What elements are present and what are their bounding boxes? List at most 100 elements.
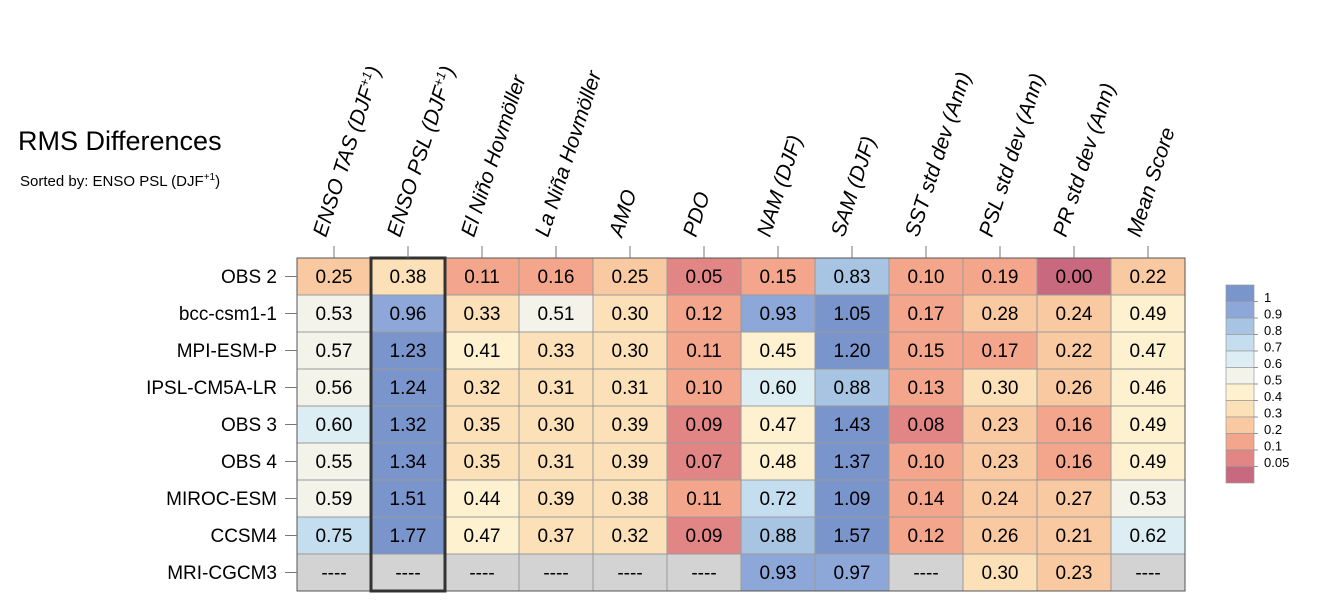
heatmap-cell xyxy=(740,368,816,407)
column-label: SAM (DJF) xyxy=(827,134,881,240)
cell-value: 0.97 xyxy=(834,563,871,584)
heatmap-cell xyxy=(296,294,372,333)
cell-value: 0.39 xyxy=(612,452,649,473)
heatmap-cell xyxy=(592,294,668,333)
cell-value: 0.49 xyxy=(1130,304,1167,325)
row-label: OBS 4 xyxy=(221,452,277,473)
cell-value: ---- xyxy=(913,563,938,584)
heatmap-cell xyxy=(1110,405,1186,444)
heatmap-cell xyxy=(592,368,668,407)
heatmap-cell xyxy=(1110,553,1186,592)
heatmap-cell xyxy=(962,553,1038,592)
cell-value: 0.93 xyxy=(760,304,797,325)
colorbar-label: 0.3 xyxy=(1264,406,1282,421)
heatmap-cell xyxy=(370,294,446,333)
cell-value: 1.32 xyxy=(390,415,427,436)
heatmap-cell xyxy=(666,516,742,555)
cell-value: 0.35 xyxy=(464,452,501,473)
column-label: PSL std dev (Ann) xyxy=(975,71,1049,240)
row-labels: OBS 2 bcc-csm1-1 MPI-ESM-P IPSL-CM5A-LR OBS … xyxy=(146,267,297,584)
heatmap-cell xyxy=(592,442,668,481)
heatmap-cell xyxy=(1110,516,1186,555)
cell-value: 0.15 xyxy=(908,341,945,362)
heatmap-cell xyxy=(1036,479,1112,518)
cell-value: 0.25 xyxy=(612,267,649,288)
cell-value: ---- xyxy=(1135,563,1160,584)
row-label: bcc-csm1-1 xyxy=(179,304,277,325)
column-label-text: SST std dev (Ann) xyxy=(901,69,976,239)
column-label-text: El Niño Hovmöller xyxy=(457,72,531,240)
heatmap-cell xyxy=(370,479,446,518)
cell-value: 1.20 xyxy=(834,341,871,362)
column-label-text: La Niña Hovmöller xyxy=(531,67,607,239)
colorbar-label: 0.1 xyxy=(1264,439,1282,454)
colorbar-label: 1 xyxy=(1264,290,1271,305)
cell-value: 0.11 xyxy=(686,489,722,510)
cell-value: 0.17 xyxy=(982,341,1019,362)
cell-value: 0.49 xyxy=(1130,452,1167,473)
cell-value: 0.24 xyxy=(982,489,1019,510)
cell-value: 0.31 xyxy=(612,378,649,399)
chart-subtitle: Sorted by: ENSO PSL (DJF+1) xyxy=(20,172,220,190)
heatmap-cell xyxy=(592,257,668,296)
heatmap-cell xyxy=(740,479,816,518)
cell-value: 0.05 xyxy=(686,267,723,288)
cell-value: 0.30 xyxy=(612,341,649,362)
cell-value: 0.37 xyxy=(538,526,575,547)
cell-value: 1.57 xyxy=(834,526,871,547)
heatmap-cell xyxy=(1036,442,1112,481)
heatmap-cell xyxy=(592,553,668,592)
cell-value: 1.24 xyxy=(390,378,427,399)
cell-value: 0.83 xyxy=(834,267,871,288)
cell-value: 0.53 xyxy=(1130,489,1167,510)
heatmap-cell xyxy=(518,294,594,333)
heatmap-cell xyxy=(1036,368,1112,407)
cell-value: ---- xyxy=(469,563,494,584)
colorbar-swatch xyxy=(1225,334,1255,352)
cell-value: 0.16 xyxy=(1056,415,1093,436)
cell-value: 1.51 xyxy=(390,489,427,510)
cell-value: 0.14 xyxy=(908,489,945,510)
cell-value: 0.30 xyxy=(982,563,1019,584)
heatmap-cell xyxy=(1036,294,1112,333)
heatmap-cell xyxy=(666,442,742,481)
heatmap-cell xyxy=(1036,405,1112,444)
subtitle-suffix: ) xyxy=(215,173,221,190)
colorbar-label: 0.7 xyxy=(1264,340,1282,355)
cell-value: 0.19 xyxy=(982,267,1019,288)
row-label: CCSM4 xyxy=(210,526,277,547)
cell-value: 0.10 xyxy=(908,267,945,288)
cell-value: 0.49 xyxy=(1130,415,1167,436)
row-label: MRI-CGCM3 xyxy=(167,563,277,584)
heatmap-cell xyxy=(1036,553,1112,592)
row-label: OBS 3 xyxy=(221,415,277,436)
colorbar-label: 0.2 xyxy=(1264,422,1282,437)
heatmap-cell xyxy=(296,516,372,555)
cell-value: 0.22 xyxy=(1056,341,1093,362)
cell-value: 0.26 xyxy=(982,526,1019,547)
cell-value: 0.62 xyxy=(1130,526,1167,547)
colorbar-label: 0.8 xyxy=(1264,323,1282,338)
column-label-sup: +1 xyxy=(356,70,375,89)
heatmap-cell xyxy=(888,331,964,370)
cell-value: 1.43 xyxy=(834,415,871,436)
cell-value: ---- xyxy=(395,563,420,584)
cell-value: ---- xyxy=(617,563,642,584)
cell-value: 0.23 xyxy=(982,452,1019,473)
cell-value: 0.88 xyxy=(834,378,871,399)
heatmap-cell xyxy=(666,553,742,592)
colorbar-swatch xyxy=(1225,367,1255,385)
chart-title: RMS Differences xyxy=(18,126,222,156)
cell-value: 0.39 xyxy=(538,489,575,510)
cell-value: 1.05 xyxy=(834,304,871,325)
colorbar-label: 0.4 xyxy=(1264,389,1282,404)
column-label: El Niño Hovmöller xyxy=(457,72,531,240)
cell-value: 0.56 xyxy=(316,378,353,399)
cell-value: 0.26 xyxy=(1056,378,1093,399)
cell-value: 0.35 xyxy=(464,415,501,436)
heatmap-cell xyxy=(518,257,594,296)
cell-value: 0.46 xyxy=(1130,378,1167,399)
row-label: MPI-ESM-P xyxy=(177,341,277,362)
column-label: Mean Score xyxy=(1123,125,1180,240)
colorbar-swatch xyxy=(1225,400,1255,418)
